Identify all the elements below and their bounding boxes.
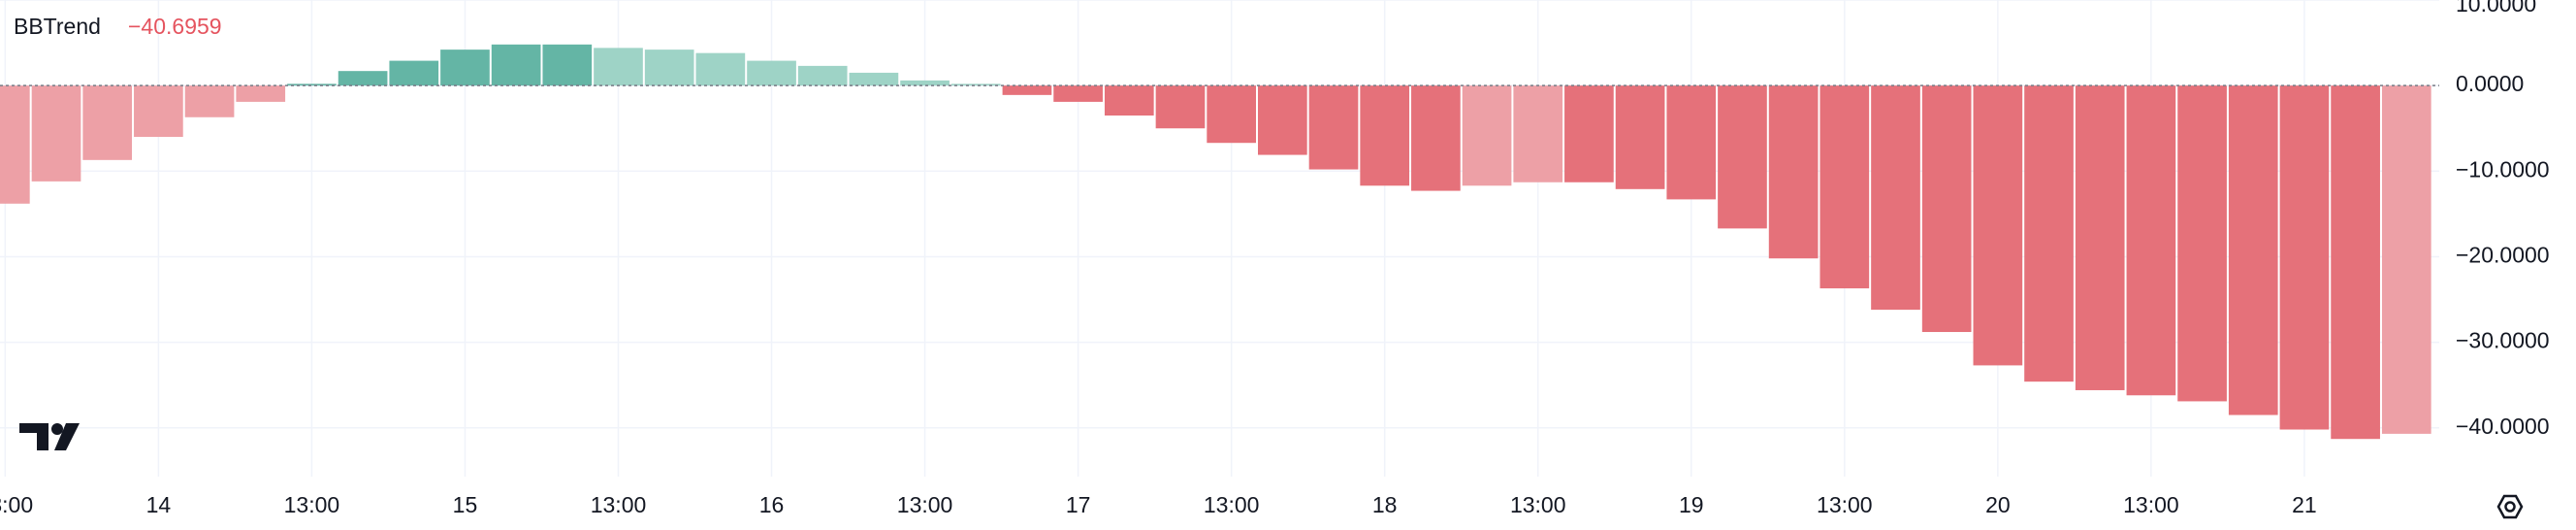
- bar: [82, 85, 133, 160]
- y-tick-label: 10.0000: [2456, 0, 2536, 17]
- bar: [389, 60, 439, 86]
- x-tick-label: 19: [1679, 492, 1704, 517]
- bar-layer: [0, 44, 2439, 440]
- bar: [287, 83, 337, 86]
- bar: [695, 52, 746, 86]
- bar: [1718, 85, 1767, 229]
- bar: [1615, 85, 1665, 189]
- bar: [1155, 85, 1206, 129]
- logo: [19, 423, 80, 450]
- x-tick-label: 13:00: [1204, 492, 1260, 517]
- bar: [2381, 85, 2431, 434]
- bar: [2126, 85, 2176, 396]
- bar: [1513, 85, 1563, 182]
- bar: [1462, 85, 1512, 186]
- y-tick-label: −40.0000: [2456, 414, 2550, 439]
- bar: [2177, 85, 2227, 402]
- bar: [1871, 85, 1920, 311]
- x-tick-label: 15: [453, 492, 478, 517]
- x-tick-label: 13:00: [0, 492, 33, 517]
- bar: [542, 44, 593, 86]
- bar: [1921, 85, 1972, 333]
- bar: [1411, 85, 1461, 191]
- bar: [184, 85, 235, 117]
- x-tick-label: 13:00: [1510, 492, 1566, 517]
- x-tick-label: 18: [1372, 492, 1398, 517]
- settings-icon[interactable]: [2496, 494, 2524, 519]
- bar: [900, 80, 950, 86]
- bar: [1308, 85, 1359, 170]
- bar: [2279, 85, 2330, 430]
- bar: [1258, 85, 1307, 155]
- bar: [338, 71, 388, 86]
- bar: [2331, 85, 2380, 440]
- bar: [134, 85, 183, 138]
- bar: [0, 85, 30, 204]
- y-tick-label: 0.0000: [2456, 71, 2524, 96]
- x-tick-label: 13:00: [591, 492, 647, 517]
- bar: [1002, 85, 1052, 95]
- bar: [2075, 85, 2125, 390]
- bar: [1104, 85, 1154, 116]
- indicator-title: BBTrend: [14, 14, 101, 39]
- bar: [1768, 85, 1819, 259]
- bar: [797, 65, 848, 86]
- y-tick-label: −30.0000: [2456, 328, 2550, 353]
- bar: [1564, 85, 1614, 182]
- x-tick-label: 20: [1985, 492, 2011, 517]
- bar: [1207, 85, 1256, 144]
- indicator-value: −40.6959: [128, 14, 222, 39]
- bar: [849, 72, 899, 86]
- x-tick-label: 13:00: [2123, 492, 2179, 517]
- bar: [236, 85, 286, 102]
- y-tick-label: −20.0000: [2456, 243, 2550, 268]
- x-tick-label: 13:00: [1817, 492, 1873, 517]
- bar: [1360, 85, 1410, 186]
- bar: [2024, 85, 2074, 382]
- x-tick-label: 14: [146, 492, 172, 517]
- bar: [491, 44, 541, 86]
- bar: [1819, 85, 1870, 289]
- x-tick-label: 13:00: [897, 492, 953, 517]
- x-tick-label: 17: [1066, 492, 1091, 517]
- x-tick-label: 21: [2292, 492, 2317, 517]
- bar: [644, 50, 694, 86]
- label-layer: 10.0000 0.0000 −10.0000 −20.0000 −30.0000 −40…: [0, 0, 2550, 517]
- bar: [31, 85, 81, 182]
- x-tick-label: 13:00: [284, 492, 340, 517]
- bar: [747, 60, 796, 86]
- y-tick-label: −10.0000: [2456, 156, 2550, 182]
- bar: [440, 50, 490, 86]
- bar: [594, 48, 643, 86]
- bar: [1666, 85, 1717, 200]
- bar: [1053, 85, 1103, 102]
- bar: [2228, 85, 2278, 415]
- bar: [1973, 85, 2023, 366]
- bar: [950, 83, 1001, 86]
- x-tick-label: 16: [759, 492, 785, 517]
